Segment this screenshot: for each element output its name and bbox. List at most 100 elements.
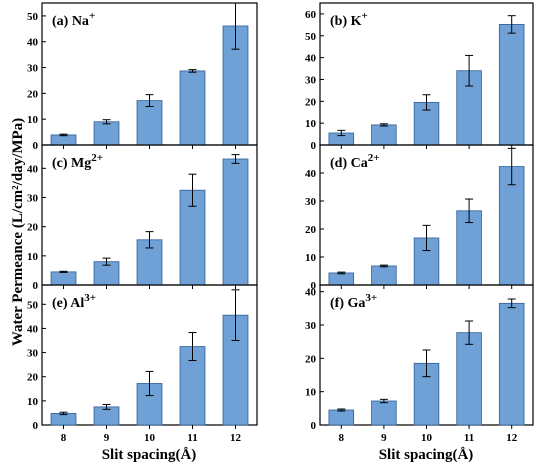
error-bar-12 xyxy=(507,15,516,34)
error-bar-11 xyxy=(465,54,474,87)
error-bar-10 xyxy=(422,349,431,378)
y-tick-label: 40 xyxy=(305,287,317,299)
x-tick-label: 8 xyxy=(339,432,345,444)
bar-12 xyxy=(222,158,249,286)
panel-1: 0 10 20 30 40 50 60 (b) K+ xyxy=(305,2,534,152)
error-bar-8 xyxy=(337,408,346,412)
error-bar-11 xyxy=(188,173,197,207)
error-bar-8 xyxy=(59,270,68,273)
bar-11 xyxy=(456,332,482,426)
error-bar-9 xyxy=(379,398,388,404)
x-tick-label: 8 xyxy=(61,432,67,444)
y-tick-label: 30 xyxy=(27,348,39,360)
error-bar-8 xyxy=(59,133,68,137)
y-tick-label: 10 xyxy=(27,251,39,263)
error-bar-11 xyxy=(465,320,474,345)
bar-10 xyxy=(136,100,163,146)
panel-label: (b) K+ xyxy=(330,10,368,29)
y-tick-label: 30 xyxy=(305,320,317,332)
bar-9 xyxy=(371,124,397,146)
panel-2: 0 10 20 30 40 (c) Mg2+ xyxy=(27,144,258,292)
y-tick-label: 20 xyxy=(27,372,39,384)
error-bar-12 xyxy=(507,298,516,309)
y-axis-title: Water Permeance (L/cm²/day/MPa) xyxy=(10,118,26,346)
y-tick-label: 30 xyxy=(305,74,317,86)
panels-group: 0 10 20 30 40 50 (a) Na+ 0 10 20 30 40 50 60 (b) K+ 0 10… xyxy=(27,2,534,444)
y-tick-label: 10 xyxy=(305,387,317,399)
y-tick-label: 50 xyxy=(27,299,39,311)
y-tick-label: 40 xyxy=(27,37,39,49)
panel-5: 0 10 20 30 40 8 9 10 11 12 (f) Ga3+ xyxy=(305,284,534,444)
x-tick-label: 9 xyxy=(381,432,387,444)
bar-8 xyxy=(50,134,77,146)
y-tick-label: 40 xyxy=(305,53,317,65)
x-tick-label: 10 xyxy=(144,432,156,444)
y-tick-label: 40 xyxy=(27,163,39,175)
y-tick-label: 20 xyxy=(305,224,317,236)
panel-label: (f) Ga3+ xyxy=(330,292,377,311)
error-bar-9 xyxy=(379,264,388,268)
x-axis-title-left: Slit spacing(Å) xyxy=(102,447,197,463)
bar-9 xyxy=(371,400,397,426)
bar-8 xyxy=(328,409,355,426)
bar-11 xyxy=(456,210,482,286)
y-tick-label: 30 xyxy=(27,63,39,75)
bar-12 xyxy=(498,302,525,426)
y-tick-label: 40 xyxy=(305,168,317,180)
y-tick-label: 20 xyxy=(27,88,39,100)
x-tick-label: 9 xyxy=(104,432,110,444)
error-bar-10 xyxy=(422,224,431,252)
error-bar-10 xyxy=(145,231,154,249)
y-tick-label: 10 xyxy=(305,118,317,130)
bar-9 xyxy=(371,265,397,286)
error-bar-9 xyxy=(102,403,111,410)
error-bar-11 xyxy=(188,332,197,362)
y-tick-label: 30 xyxy=(305,196,317,208)
y-tick-label: 20 xyxy=(27,222,39,234)
x-tick-label: 12 xyxy=(506,432,518,444)
panel-label: (a) Na+ xyxy=(52,10,95,29)
bar-8 xyxy=(328,272,355,286)
error-bar-9 xyxy=(102,119,111,125)
panel-label: (d) Ca2+ xyxy=(330,152,380,171)
error-bar-12 xyxy=(507,147,516,186)
error-bar-11 xyxy=(188,69,197,73)
y-tick-label: 10 xyxy=(305,252,317,264)
error-bar-9 xyxy=(379,123,388,127)
bar-12 xyxy=(498,24,525,146)
panel-4: 0 10 20 30 40 50 8 9 10 11 12 (e) Al3+ xyxy=(27,284,258,444)
y-tick-label: 0 xyxy=(311,420,317,432)
error-bar-8 xyxy=(337,271,346,275)
error-bar-10 xyxy=(145,370,154,397)
x-tick-label: 11 xyxy=(464,432,474,444)
y-tick-label: 0 xyxy=(33,280,39,292)
bar-9 xyxy=(93,121,120,146)
error-bar-10 xyxy=(422,94,431,111)
y-tick-label: 0 xyxy=(33,140,39,152)
error-bar-9 xyxy=(102,257,111,266)
panel-label: (e) Al3+ xyxy=(52,292,96,311)
x-tick-label: 11 xyxy=(187,432,197,444)
y-tick-label: 10 xyxy=(27,114,39,126)
y-tick-label: 0 xyxy=(311,280,317,292)
error-bar-12 xyxy=(231,2,240,50)
error-bar-8 xyxy=(337,129,346,137)
error-bar-12 xyxy=(231,154,240,164)
error-bar-12 xyxy=(231,289,240,342)
bar-8 xyxy=(50,413,77,426)
x-axis-title-right: Slit spacing(Å) xyxy=(379,447,474,463)
x-tick-label: 12 xyxy=(230,432,242,444)
y-tick-label: 20 xyxy=(305,353,317,365)
bar-11 xyxy=(179,70,206,146)
error-bar-11 xyxy=(465,198,474,224)
error-bar-10 xyxy=(145,94,154,108)
y-tick-label: 0 xyxy=(33,420,39,432)
x-tick-label: 10 xyxy=(421,432,433,444)
y-tick-label: 30 xyxy=(27,193,39,205)
error-bar-8 xyxy=(59,411,68,416)
y-tick-label: 20 xyxy=(305,96,317,108)
y-tick-label: 50 xyxy=(305,31,317,43)
panel-0: 0 10 20 30 40 50 (a) Na+ xyxy=(27,2,258,152)
panel-3: 0 10 20 30 40 (d) Ca2+ xyxy=(305,144,534,292)
